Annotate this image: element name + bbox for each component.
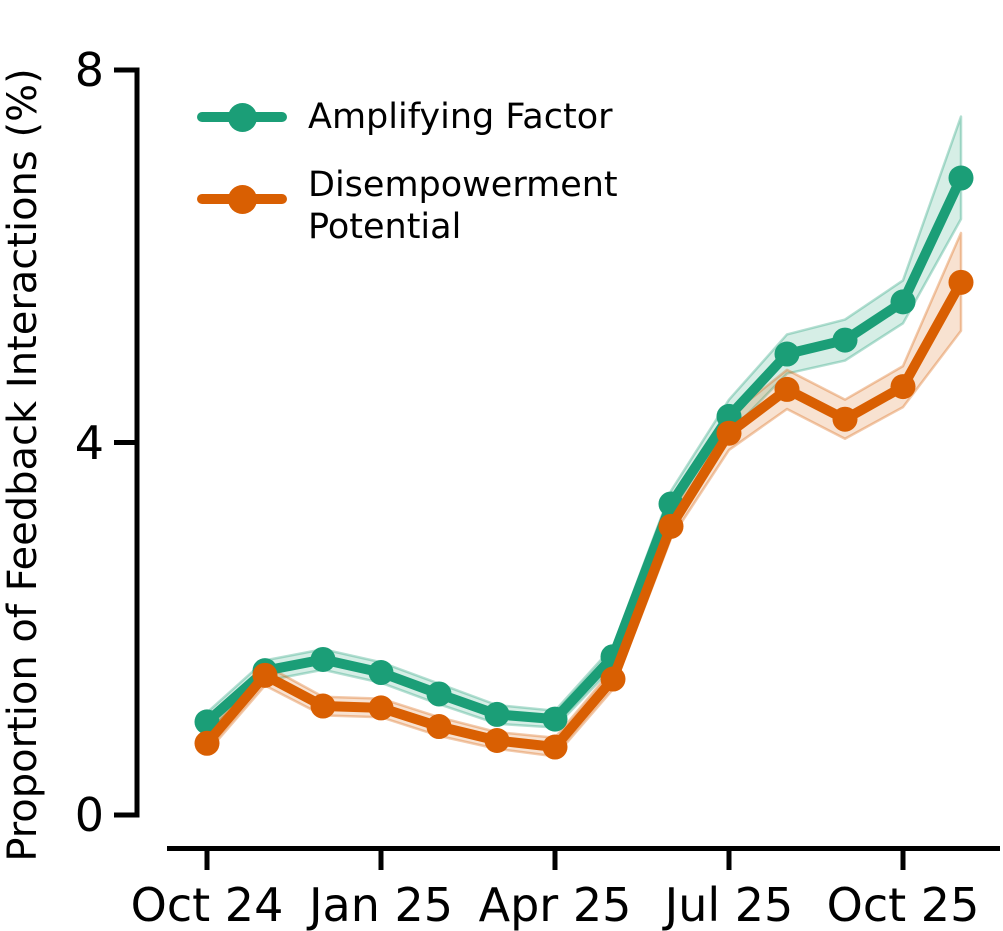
series-dot [542, 734, 568, 760]
series-dot [194, 709, 220, 735]
series-dot [368, 660, 394, 686]
ci-ribbon [205, 231, 963, 758]
series-dot [716, 420, 742, 446]
series-dot [426, 681, 452, 707]
series-dot [194, 730, 220, 756]
series-dot [832, 406, 858, 432]
series-dot [890, 374, 916, 400]
series-dot [252, 662, 278, 688]
series-dot [484, 728, 510, 753]
series-dot [484, 701, 510, 727]
y-tick-label: 0 [74, 788, 104, 842]
series-dot [774, 341, 800, 367]
series-line [202, 173, 966, 727]
x-tick-label: Oct 25 [826, 878, 980, 931]
series-dot [310, 646, 336, 672]
x-tick-label: Apr 25 [478, 878, 632, 931]
x-tick-label: Jul 25 [664, 878, 794, 931]
series-dot [658, 513, 684, 539]
x-tick-label: Oct 24 [130, 878, 284, 931]
series-dot [774, 376, 800, 402]
series-dot [948, 165, 974, 191]
series-dot [368, 695, 394, 721]
series-dot [832, 327, 858, 353]
series-dot [948, 269, 974, 295]
series-dot [310, 693, 336, 719]
series-dot [600, 666, 626, 692]
series-dot [890, 289, 916, 315]
series-dot [542, 706, 568, 732]
x-tick-label: Jan 25 [308, 878, 454, 931]
series-dot [426, 714, 452, 740]
y-tick-label: 4 [74, 415, 104, 470]
y-tick-label: 8 [74, 43, 104, 97]
